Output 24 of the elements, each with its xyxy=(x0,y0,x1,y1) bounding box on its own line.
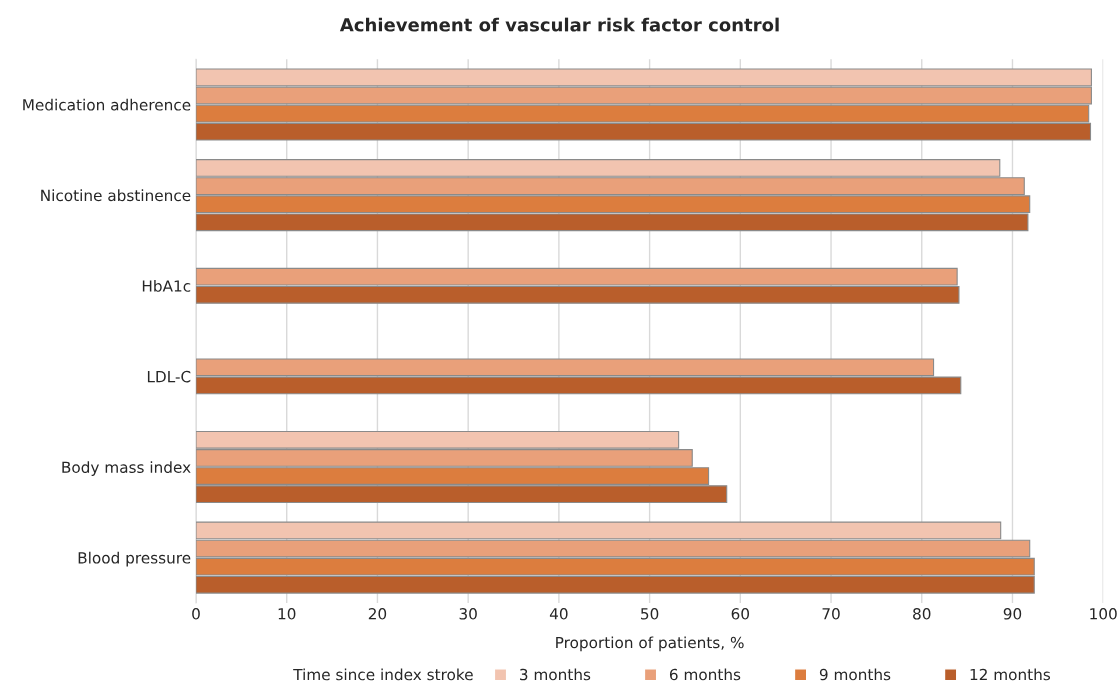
x-tick-label: 80 xyxy=(913,608,931,620)
x-tick-label: 70 xyxy=(822,608,840,620)
legend-label: 6 months xyxy=(669,668,741,681)
x-tick-label: 0 xyxy=(192,608,200,620)
y-tick-label: Nicotine abstinence xyxy=(41,189,191,202)
y-tick-label: Blood pressure xyxy=(78,551,191,567)
y-tick-label: LDL-C xyxy=(147,370,191,383)
y-tick-label: HbA1c xyxy=(142,279,191,292)
x-tick-label: 30 xyxy=(459,608,477,620)
x-tick-label: 100 xyxy=(1090,608,1117,620)
x-tick-label: 90 xyxy=(1003,608,1022,620)
y-tick-label: Medication adherence xyxy=(23,98,191,111)
legend-label: 9 months xyxy=(819,668,891,681)
x-axis-title: Proportion of patients, % xyxy=(556,636,744,652)
x-tick-label: 10 xyxy=(278,608,296,620)
x-tick-label: 20 xyxy=(368,608,387,620)
legend-title: Time since index stroke xyxy=(293,668,473,681)
x-tick-label: 60 xyxy=(731,608,750,620)
x-tick-label: 40 xyxy=(549,608,568,620)
x-tick-label: 50 xyxy=(641,608,659,620)
legend-label: 3 months xyxy=(520,668,591,681)
y-tick-label: Body mass index xyxy=(62,461,191,476)
chart-title: Achievement of vascular risk factor control xyxy=(339,17,779,32)
legend-label: 12 months xyxy=(970,668,1051,681)
